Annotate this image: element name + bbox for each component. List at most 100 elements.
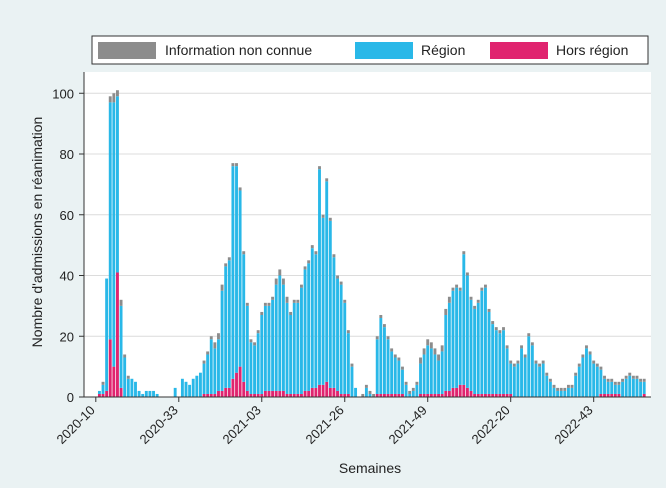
bar-hors-145 <box>617 393 621 397</box>
bar-region-14 <box>144 390 148 397</box>
bar-region-127 <box>552 387 556 397</box>
bar-hors-39 <box>235 372 238 397</box>
y-axis-title: Nombre d'admissions en réanimation <box>29 117 45 348</box>
bar-hors-44 <box>253 393 256 397</box>
bar-inconnue-66 <box>332 254 336 258</box>
bar-inconnue-52 <box>281 278 285 285</box>
bar-inconnue-147 <box>624 375 628 379</box>
bar-inconnue-129 <box>559 387 563 391</box>
bar-inconnue-108 <box>484 284 487 288</box>
bar-hors-100 <box>455 387 459 397</box>
bar-hors-46 <box>260 393 264 397</box>
bar-inconnue-112 <box>498 330 502 334</box>
bar-hors-55 <box>292 393 296 397</box>
bar-inconnue-76 <box>368 390 372 394</box>
bar-hors-103 <box>465 387 469 397</box>
bar-hors-90 <box>419 393 422 397</box>
bar-hors-57 <box>300 393 303 397</box>
bar-region-79 <box>379 318 383 394</box>
bar-region-78 <box>375 339 379 394</box>
bar-inconnue-7 <box>119 299 123 306</box>
bar-region-152 <box>642 381 646 394</box>
bar-region-106 <box>476 302 480 394</box>
bar-region-116 <box>512 366 516 397</box>
bar-region-51 <box>278 275 282 391</box>
bar-hors-91 <box>422 393 426 397</box>
bar-inconnue-39 <box>235 163 238 167</box>
bar-hors-92 <box>426 393 430 397</box>
bar-region-135 <box>581 357 585 397</box>
bar-region-94 <box>433 354 437 394</box>
bar-inconnue-32 <box>209 336 213 340</box>
bar-region-39 <box>235 166 238 373</box>
bar-inconnue-57 <box>300 284 303 288</box>
bar-inconnue-135 <box>581 354 585 358</box>
bar-region-151 <box>639 381 643 397</box>
bar-region-56 <box>296 302 300 394</box>
bar-region-95 <box>437 360 440 394</box>
bar-hors-101 <box>458 384 462 397</box>
bar-hors-94 <box>433 393 437 397</box>
bar-inconnue-33 <box>213 342 217 349</box>
bar-region-117 <box>516 363 520 397</box>
bar-region-76 <box>368 393 372 397</box>
legend-swatch-hors <box>490 42 548 59</box>
bar-region-93 <box>429 348 433 394</box>
bar-region-120 <box>527 336 531 397</box>
bar-hors-96 <box>440 393 444 397</box>
bar-hors-5 <box>112 366 116 397</box>
bar-region-92 <box>426 345 430 394</box>
bar-inconnue-106 <box>476 299 480 303</box>
bar-region-11 <box>134 381 137 397</box>
bar-inconnue-62 <box>318 166 321 170</box>
bar-inconnue-79 <box>379 314 383 319</box>
bar-hors-47 <box>263 390 267 397</box>
bar-inconnue-86 <box>404 381 408 385</box>
bar-region-88 <box>411 390 415 397</box>
bar-region-54 <box>289 314 293 394</box>
bar-inconnue-146 <box>621 378 624 382</box>
bar-region-6 <box>116 96 119 273</box>
bar-region-40 <box>238 190 242 367</box>
bar-inconnue-64 <box>325 178 329 182</box>
bar-inconnue-144 <box>613 381 617 385</box>
bar-region-2 <box>101 384 105 394</box>
bar-region-101 <box>458 290 462 385</box>
bar-hors-1 <box>97 393 101 397</box>
bar-inconnue-109 <box>487 308 491 312</box>
y-tick-label-2: 40 <box>60 269 74 284</box>
bar-inconnue-80 <box>382 324 386 328</box>
bar-hors-82 <box>390 393 394 397</box>
bar-inconnue-68 <box>339 281 343 285</box>
bar-inconnue-131 <box>566 384 570 388</box>
bar-region-49 <box>271 299 275 391</box>
bar-region-45 <box>256 333 260 394</box>
bar-hors-85 <box>401 393 404 397</box>
bar-region-130 <box>563 390 567 397</box>
bar-inconnue-97 <box>444 308 448 315</box>
bar-region-139 <box>595 366 599 397</box>
bar-region-90 <box>419 363 422 394</box>
bar-inconnue-85 <box>401 366 404 370</box>
bar-hors-83 <box>393 393 397 397</box>
bar-region-91 <box>422 354 426 394</box>
bar-region-17 <box>155 393 159 397</box>
bar-inconnue-49 <box>271 296 275 300</box>
bar-inconnue-60 <box>310 245 314 249</box>
bar-region-25 <box>184 381 188 397</box>
bar-inconnue-54 <box>289 311 293 315</box>
bar-hors-60 <box>310 387 314 397</box>
bar-hors-99 <box>451 387 455 397</box>
bar-region-60 <box>310 248 314 388</box>
bar-hors-66 <box>332 387 336 397</box>
bar-region-83 <box>393 357 397 394</box>
bar-inconnue-4 <box>108 96 112 103</box>
bar-hors-33 <box>213 393 217 397</box>
bar-region-118 <box>520 348 523 397</box>
bar-region-107 <box>480 290 484 394</box>
bar-region-28 <box>195 375 199 397</box>
bar-hors-143 <box>610 393 614 397</box>
y-tick-label-5: 100 <box>52 86 74 101</box>
bar-hors-80 <box>382 393 386 397</box>
bar-inconnue-69 <box>343 299 347 303</box>
